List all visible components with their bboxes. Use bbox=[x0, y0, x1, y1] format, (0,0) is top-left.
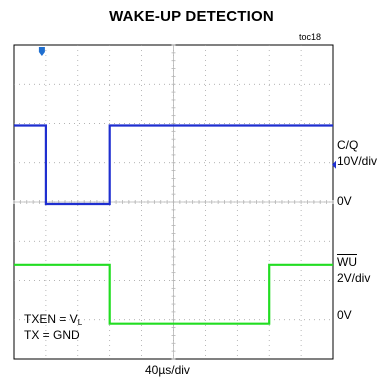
x-axis-label: 40µs/div bbox=[145, 363, 190, 377]
txen-text: TXEN = V bbox=[24, 312, 78, 326]
cq-channel-label: C/Q bbox=[337, 138, 359, 152]
figure-id: toc18 bbox=[299, 32, 322, 42]
trace-cq bbox=[14, 124, 333, 206]
tx-annotation: TX = GND bbox=[24, 328, 80, 342]
txen-annotation: TXEN = VL bbox=[24, 312, 82, 327]
wu-scale-label: 2V/div bbox=[337, 271, 371, 285]
wu-zero-label: 0V bbox=[337, 308, 352, 322]
trigger-marker-icon bbox=[38, 47, 45, 56]
txen-subscript: L bbox=[77, 318, 83, 327]
cq-scale-label: 10V/div bbox=[337, 154, 378, 168]
traces bbox=[14, 47, 336, 325]
channel-marker-icon bbox=[332, 160, 336, 169]
wu-channel-label: WU bbox=[337, 255, 357, 269]
chart-title: WAKE-UP DETECTION bbox=[109, 8, 274, 25]
cq-zero-label: 0V bbox=[337, 194, 352, 208]
trace-wu bbox=[14, 263, 333, 325]
